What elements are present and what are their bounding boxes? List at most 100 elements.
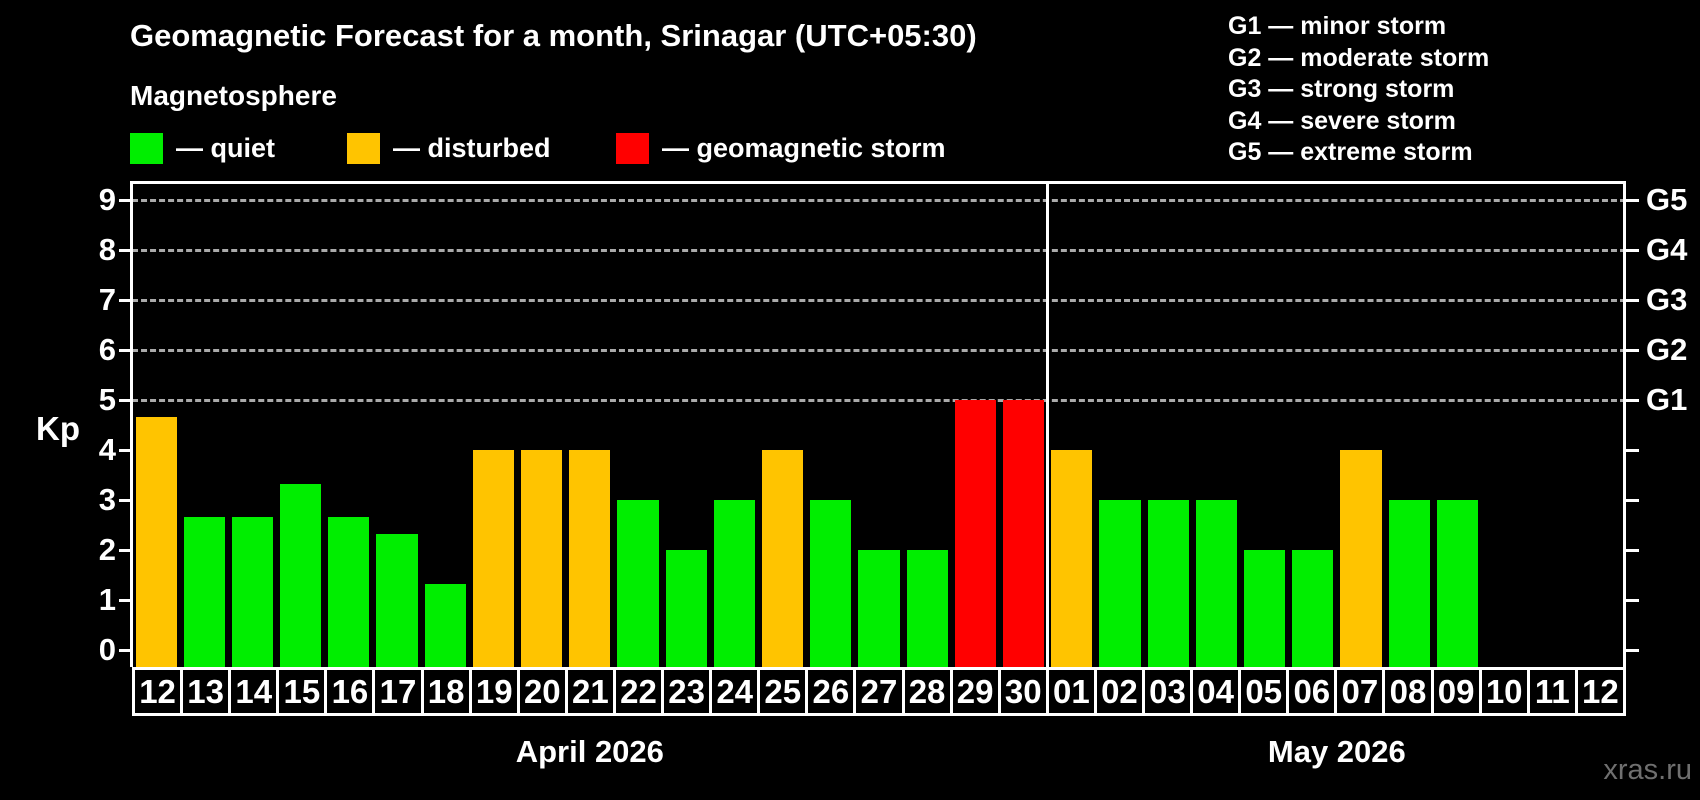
right-tick-5	[1626, 398, 1639, 402]
storm-scale-item-g1: G1 — minor storm	[1228, 12, 1447, 40]
y-tick-0	[119, 648, 132, 652]
day-cell-may-01: 01	[1049, 670, 1097, 713]
day-cell-may-06: 06	[1289, 670, 1338, 713]
y-tick-9	[119, 198, 132, 202]
kp-bar-april-14	[231, 516, 274, 667]
y-tick-label-5: 5	[98, 382, 116, 417]
kp-bar-april-23	[665, 550, 707, 667]
y-tick-1	[119, 598, 132, 602]
kp-bar-may-04	[1195, 500, 1237, 667]
right-tick-1	[1626, 598, 1639, 602]
right-tick-6	[1626, 348, 1639, 352]
day-cell-april-12: 12	[135, 670, 184, 713]
y-tick-label-8: 8	[98, 232, 116, 267]
right-axis-label-g5: G5	[1646, 182, 1688, 217]
y-tick-3	[119, 498, 132, 502]
kp-bar-april-27	[858, 550, 900, 667]
month-label-april-2026: April 2026	[515, 734, 664, 769]
day-cell-may-12: 12	[1582, 672, 1619, 710]
kp-bar-april-21	[569, 450, 611, 667]
kp-bar-may-08	[1388, 500, 1430, 667]
day-cell-april-13: 13	[183, 670, 232, 713]
y-axis-title: Kp	[36, 410, 80, 447]
legend-label-disturbed: — disturbed	[393, 133, 551, 163]
kp-bar-april-22	[617, 500, 659, 667]
kp-bar-april-24	[713, 500, 755, 667]
right-tick-7	[1626, 298, 1639, 302]
kp-bar-april-18	[424, 583, 466, 667]
day-cell-april-18: 18	[424, 670, 472, 713]
y-tick-label-7: 7	[98, 282, 116, 317]
kp-bar-may-03	[1147, 500, 1189, 667]
day-cell-april-29: 29	[953, 670, 1001, 713]
day-cell-may-08: 08	[1385, 670, 1434, 713]
kp-bar-may-07	[1340, 450, 1382, 667]
storm-scale-item-g2: G2 — moderate storm	[1228, 43, 1490, 72]
storm-scale-item-g4: G4 — severe storm	[1228, 106, 1456, 135]
day-cell-april-17: 17	[375, 670, 424, 713]
day-cell-april-22: 22	[616, 670, 665, 713]
y-tick-4	[119, 448, 132, 452]
gridline-kp-8	[132, 248, 1626, 252]
month-divider-line	[1046, 183, 1050, 667]
gridline-kp-7	[132, 298, 1626, 302]
kp-bar-may-05	[1243, 550, 1286, 667]
kp-bar-may-09	[1436, 500, 1478, 667]
y-tick-6	[119, 348, 132, 352]
kp-bar-may-02	[1099, 500, 1141, 667]
right-axis-label-g1: G1	[1646, 382, 1688, 417]
y-tick-7	[119, 298, 132, 302]
day-cell-may-03: 03	[1145, 670, 1194, 713]
day-cell-april-14: 14	[231, 670, 280, 713]
day-cell-april-24: 24	[712, 670, 761, 713]
kp-bar-april-30	[1002, 400, 1045, 667]
day-cell-may-05: 05	[1241, 670, 1290, 713]
kp-bar-april-13	[183, 516, 225, 667]
y-tick-label-1: 1	[98, 582, 116, 617]
y-tick-2	[119, 548, 132, 552]
y-tick-label-0: 0	[98, 632, 116, 667]
y-tick-5	[119, 398, 132, 402]
kp-bar-april-26	[810, 500, 852, 667]
y-tick-label-6: 6	[98, 332, 116, 367]
day-cell-april-15: 15	[279, 670, 328, 713]
legend-label-storm: — geomagnetic storm	[662, 133, 946, 163]
right-tick-4	[1626, 448, 1639, 452]
day-cell-april-26: 26	[808, 670, 857, 713]
gridline-kp-5	[132, 398, 1626, 402]
day-cell-april-20: 20	[520, 670, 568, 713]
kp-bar-may-01	[1051, 450, 1093, 667]
legend-swatch-quiet	[130, 133, 163, 164]
y-tick-label-3: 3	[98, 482, 116, 517]
right-axis-label-g3: G3	[1646, 282, 1688, 317]
chart-subtitle: Magnetosphere	[130, 80, 337, 111]
day-cell-may-09: 09	[1434, 670, 1482, 713]
kp-bar-april-17	[376, 533, 418, 667]
kp-bar-may-06	[1292, 550, 1334, 667]
day-cell-april-28: 28	[905, 670, 953, 713]
storm-scale-item-g5: G5 — extreme storm	[1228, 138, 1473, 167]
storm-scale-item-g3: G3 — strong storm	[1228, 75, 1455, 104]
day-cell-april-25: 25	[760, 670, 809, 713]
y-tick-8	[119, 248, 132, 252]
day-cell-april-16: 16	[327, 670, 376, 713]
right-tick-8	[1626, 248, 1639, 252]
kp-bar-april-29	[954, 400, 996, 667]
watermark: xras.ru	[1603, 754, 1692, 786]
legend-label-quiet: — quiet	[176, 133, 275, 163]
day-cell-may-10: 10	[1482, 670, 1530, 713]
day-cell-april-23: 23	[664, 670, 713, 713]
kp-bar-april-25	[762, 450, 804, 667]
day-cell-april-27: 27	[856, 670, 905, 713]
y-tick-label-4: 4	[98, 432, 116, 467]
day-cell-april-30: 30	[1001, 670, 1049, 713]
kp-bar-april-20	[521, 450, 563, 667]
legend-swatch-storm	[616, 133, 649, 164]
kp-bar-april-19	[472, 450, 515, 667]
right-tick-9	[1626, 198, 1639, 202]
storm-scale-legend: G1 — minor storm G2 — moderate storm G3 — …	[1228, 11, 1489, 169]
gridline-kp-9	[132, 198, 1626, 202]
y-tick-label-2: 2	[98, 532, 116, 567]
day-cell-may-11: 11	[1530, 670, 1578, 713]
day-cell-april-19: 19	[472, 670, 520, 713]
